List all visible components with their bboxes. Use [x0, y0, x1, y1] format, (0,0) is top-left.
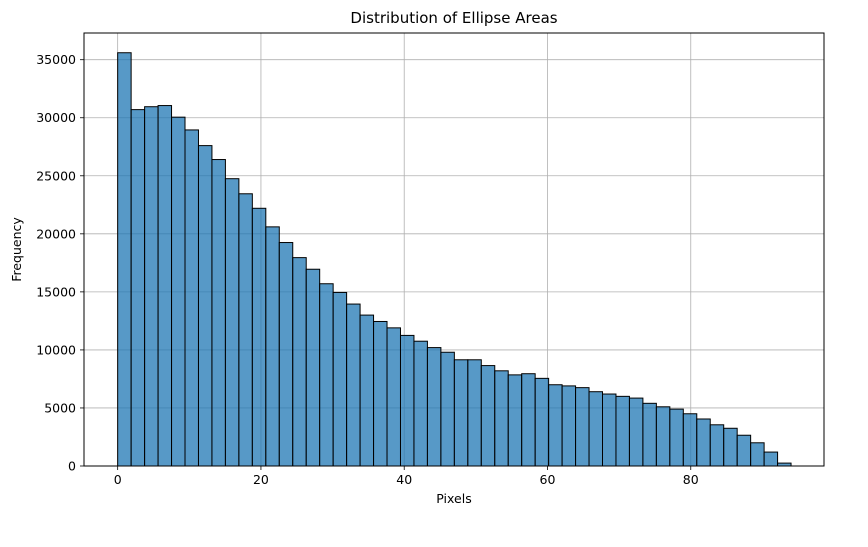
histogram-bar	[709, 424, 725, 467]
y-tick-label: 35000	[36, 52, 76, 67]
x-tick-label: 40	[396, 472, 412, 487]
y-tick-label: 5000	[44, 400, 76, 415]
x-tick-label: 20	[253, 472, 269, 487]
histogram-bar	[224, 178, 240, 467]
histogram-bar	[561, 385, 577, 467]
chart-title: Distribution of Ellipse Areas	[350, 9, 557, 27]
y-tick-label: 0	[68, 459, 76, 474]
histogram-bar	[696, 418, 711, 467]
y-tick-label: 15000	[36, 284, 76, 299]
histogram-bar	[346, 303, 361, 467]
histogram-bar	[548, 384, 563, 467]
histogram-bar	[655, 406, 671, 467]
histogram-bar	[386, 327, 401, 467]
y-tick-label: 30000	[36, 110, 76, 125]
histogram-bar	[750, 442, 765, 467]
histogram-bar	[399, 334, 415, 467]
histogram-bar	[292, 257, 307, 467]
histogram-bar	[642, 402, 657, 467]
histogram-bar	[332, 291, 348, 467]
x-tick-label: 60	[540, 472, 556, 487]
x-tick-label: 80	[683, 472, 699, 487]
histogram-bar	[305, 268, 321, 467]
x-axis-label: Pixels	[436, 491, 471, 506]
histogram-bar	[494, 370, 509, 467]
histogram-bar	[723, 427, 738, 467]
y-tick-label: 10000	[36, 342, 76, 357]
histogram-bar	[373, 320, 388, 467]
histogram-bar	[534, 377, 550, 467]
histogram-bar	[238, 193, 253, 467]
plot-frame	[83, 32, 825, 467]
histogram-bar	[319, 283, 334, 467]
histogram-bar	[521, 373, 536, 467]
histogram-bar	[130, 109, 146, 467]
histogram-bar	[171, 116, 186, 467]
histogram-bar	[763, 451, 779, 467]
y-tick-label: 20000	[36, 226, 76, 241]
histogram-bar	[480, 365, 496, 467]
histogram-bar	[682, 413, 698, 467]
histogram-bar	[588, 391, 604, 467]
histogram-bar	[184, 129, 199, 467]
y-tick-label: 25000	[36, 168, 76, 183]
histogram-bar	[144, 106, 159, 467]
histogram-bar	[426, 347, 442, 467]
histogram-bar	[453, 359, 469, 467]
histogram-bar	[602, 393, 617, 467]
x-tick-label: 0	[114, 472, 122, 487]
histogram-bar	[251, 207, 267, 467]
histogram-bar	[467, 359, 482, 467]
histogram-bar	[440, 351, 455, 467]
histogram-bar	[278, 242, 294, 467]
histogram-bar	[413, 340, 428, 467]
histogram-bar	[211, 159, 226, 467]
histogram-bar	[157, 105, 173, 467]
x-axis-ticks: 0 20 40 60 80	[114, 466, 699, 487]
histogram-bar	[669, 408, 684, 467]
histogram-bar	[197, 145, 213, 467]
histogram-bar	[359, 314, 375, 467]
histogram-bar	[628, 397, 644, 467]
histogram-bar	[736, 434, 752, 467]
y-axis-ticks: 0 5000 10000 15000 20000 25000 30000 35000	[36, 52, 84, 474]
histogram-bar	[615, 395, 630, 467]
histogram-bars	[117, 52, 792, 467]
histogram-bar	[507, 374, 523, 467]
histogram-bar	[117, 52, 132, 467]
histogram-bar	[265, 226, 280, 467]
histogram-bar	[575, 387, 590, 467]
y-axis-label: Frequency	[9, 217, 24, 282]
